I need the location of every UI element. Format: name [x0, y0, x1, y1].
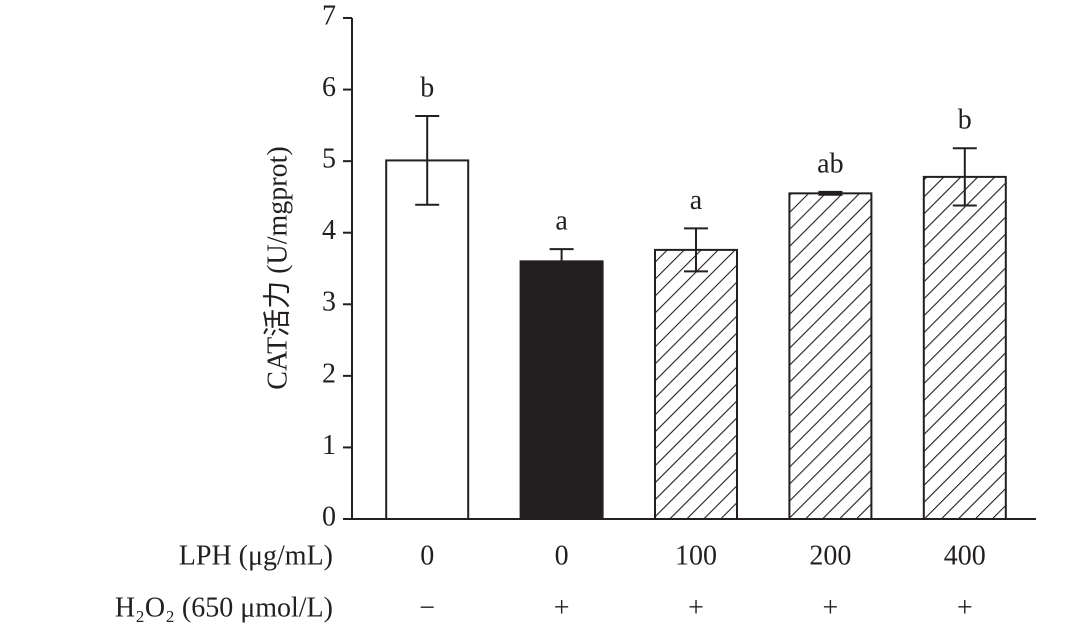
x-tick-label: 0	[420, 540, 434, 571]
x-tick-label-2: +	[688, 592, 704, 623]
y-tick-label: 3	[322, 287, 336, 318]
bar	[922, 175, 1007, 520]
x-tick-label-2: −	[419, 592, 435, 623]
y-tick-label: 4	[322, 215, 336, 246]
x-tick-label: 100	[675, 540, 717, 571]
y-tick-label: 5	[322, 144, 336, 175]
significance-label: a	[690, 185, 703, 216]
y-tick-label: 0	[322, 501, 336, 532]
y-tick-label: 6	[322, 72, 336, 103]
x-tick-label: 400	[944, 540, 986, 571]
significance-label: a	[555, 206, 568, 237]
y-axis-label: CAT活力 (U/mgprot)	[261, 146, 293, 389]
y-tick-label: 7	[322, 0, 336, 31]
significance-label: b	[420, 72, 434, 103]
row-label: LPH (μg/mL)	[179, 540, 333, 571]
bar	[654, 248, 738, 521]
bar	[385, 159, 470, 520]
x-tick-label-2: +	[823, 592, 839, 623]
x-tick-label: 0	[555, 540, 569, 571]
y-tick-label: 1	[322, 430, 336, 461]
x-tick-label-2: +	[554, 592, 570, 623]
significance-label: b	[958, 105, 972, 136]
x-tick-label: 200	[809, 540, 851, 571]
bar	[788, 192, 873, 520]
row-label: H₂O₂ (650 μmol/L)	[115, 592, 333, 623]
bar	[519, 260, 604, 520]
y-tick-label: 2	[322, 358, 336, 389]
x-tick-label-2: +	[957, 592, 973, 623]
significance-label: ab	[817, 148, 843, 179]
